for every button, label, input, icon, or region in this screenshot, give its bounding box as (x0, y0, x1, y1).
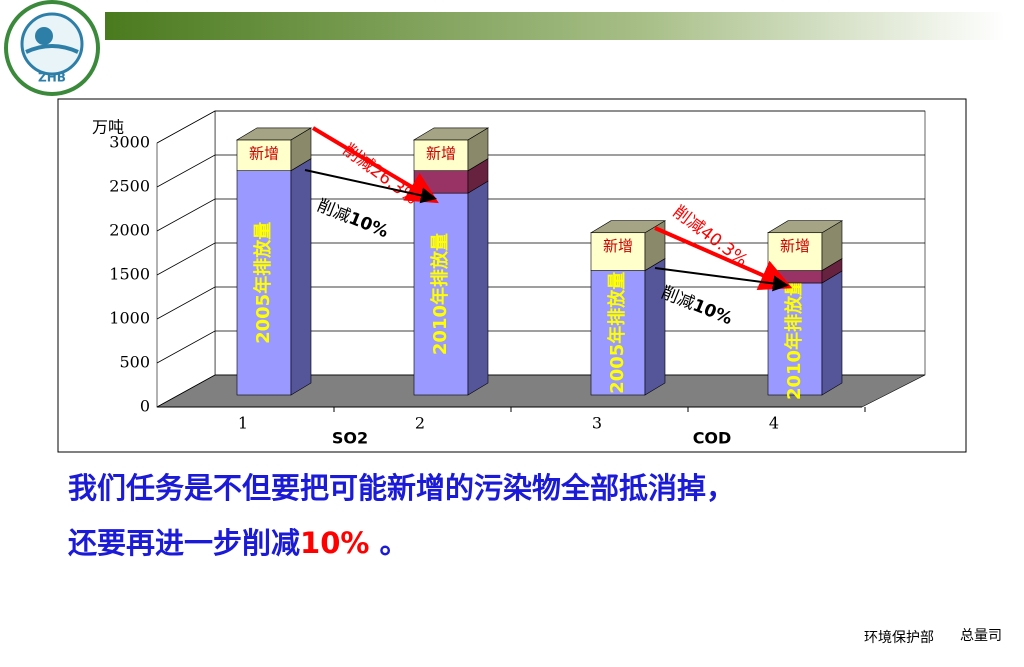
group-label: SO2 (332, 429, 368, 448)
bar-side (290, 158, 312, 396)
annotation-arrow (304, 169, 437, 204)
y-tick-label: 3000 (109, 133, 150, 152)
grid-line (156, 286, 925, 320)
segment-label: 新增 (603, 237, 633, 255)
y-tick-label: 1500 (109, 265, 150, 284)
bar-label: 2010年排放量 (783, 278, 805, 400)
bar-segment (413, 170, 469, 194)
bar-side (821, 270, 843, 396)
header-bar (105, 12, 1005, 40)
bar-segment (413, 192, 469, 396)
bar-top (589, 220, 667, 234)
body-line-2: 还要再进一步削减10% 。 (68, 526, 409, 560)
y-tick-label: 500 (119, 353, 150, 372)
x-tick-label: 4 (769, 414, 779, 433)
bar-label: 2005年排放量 (252, 222, 274, 344)
footer-org: 环境保护部 (864, 630, 934, 646)
x-tick-label: 1 (238, 414, 248, 433)
annotation-arrow (654, 226, 793, 291)
bar-segment (236, 139, 292, 171)
bar-top (766, 220, 844, 234)
y-tick-label: 2500 (109, 177, 150, 196)
segment-label: 新增 (249, 144, 279, 162)
annotation-arrow (311, 126, 439, 204)
body-emph: 10% (300, 526, 369, 560)
body-line-1: 我们任务是不但要把可能新增的污染物全部抵消掉， (68, 471, 735, 505)
bar-side (644, 258, 666, 396)
grid-line (156, 330, 925, 364)
bar-segment (590, 270, 646, 396)
bar-label: 2005年排放量 (606, 272, 628, 394)
grid-line (156, 198, 925, 232)
y-tick-label: 2000 (109, 221, 150, 240)
x-tick-label: 2 (415, 414, 425, 433)
bar-segment (767, 282, 823, 396)
logo: ZHB (4, 0, 100, 96)
y-unit: 万吨 (92, 118, 124, 137)
grid-line (156, 374, 925, 408)
bar-segment (590, 232, 646, 271)
segment-label: 新增 (426, 144, 456, 162)
footer-dept: 总量司 (960, 628, 1002, 644)
group-label: COD (693, 429, 732, 448)
body-text: 还要再进一步削减 (68, 526, 300, 560)
bar-segment (413, 139, 469, 171)
bar-segment (236, 170, 292, 396)
logo-text: ZHB (38, 71, 66, 85)
bar-top (235, 127, 313, 141)
bar-top (412, 127, 490, 141)
annotation-arrow (654, 267, 789, 292)
segment-label: 新增 (780, 237, 810, 255)
bar-side (467, 180, 489, 396)
grid-line (156, 154, 925, 188)
y-tick-label: 0 (140, 397, 150, 416)
grid-line (156, 110, 925, 144)
body-end: 。 (369, 526, 408, 560)
x-tick-label: 3 (592, 414, 602, 433)
bar-label: 2010年排放量 (429, 233, 451, 355)
y-tick-label: 1000 (109, 309, 150, 328)
